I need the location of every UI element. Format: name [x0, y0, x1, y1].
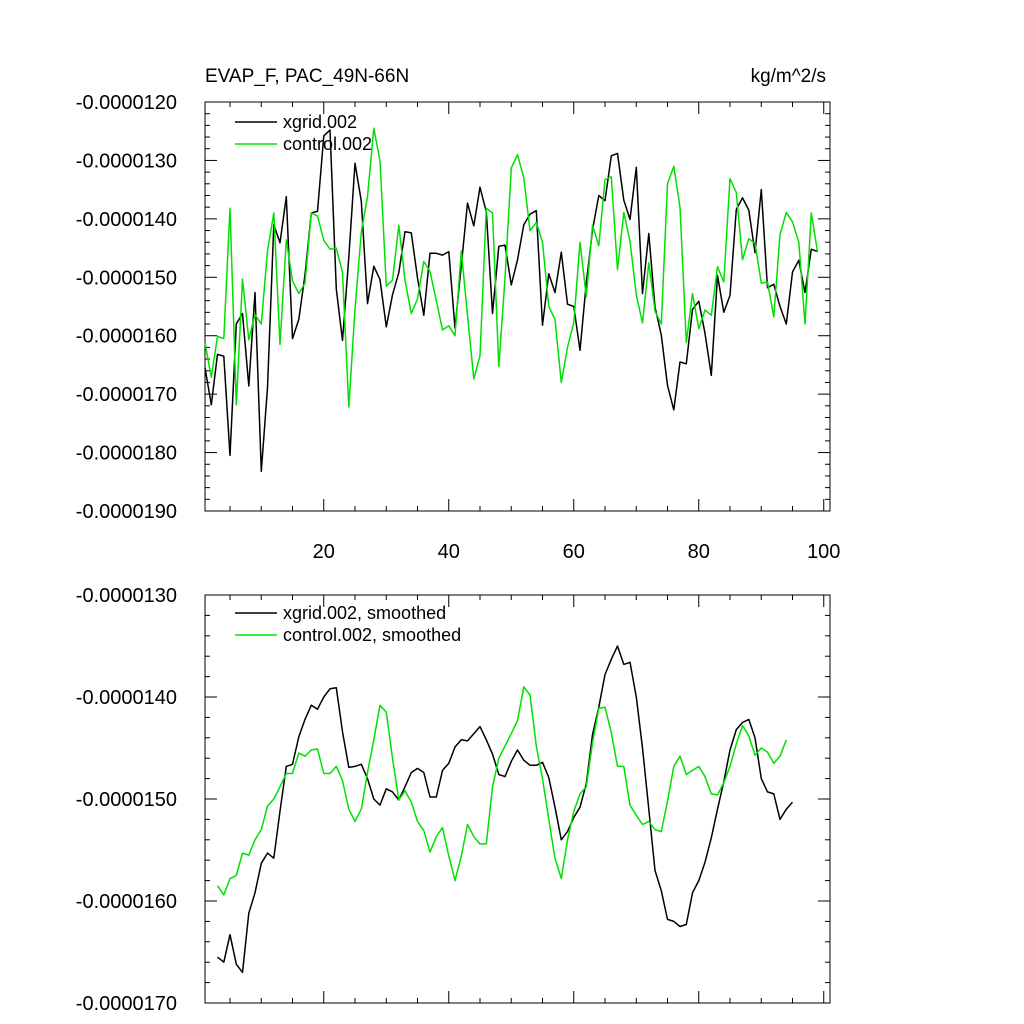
- plot-frame: [204, 594, 831, 1004]
- y-tick-label: -0.0000170: [76, 993, 177, 1015]
- legend-label: xgrid.002, smoothed: [283, 603, 446, 623]
- units-label: kg/m^2/s: [751, 66, 826, 87]
- y-tick-label: -0.0000170: [76, 384, 177, 406]
- plot-frame: [204, 101, 831, 512]
- bottom-panel: -0.0000130 -0.0000140 -0.0000150 -0.0000160…: [76, 585, 831, 1015]
- chart-title: EVAP_F, PAC_49N-66N: [205, 66, 409, 87]
- y-tick-label: -0.0000160: [76, 891, 177, 913]
- top-panel: EVAP_F, PAC_49N-66N kg/m^2/s 20 40 60 80 100…: [76, 66, 841, 563]
- legend-label: xgrid.002: [283, 112, 357, 132]
- y-tick-label: -0.0000180: [76, 443, 177, 465]
- y-tick-label: -0.0000120: [76, 92, 177, 114]
- x-tick-label: 40: [438, 541, 460, 563]
- y-tick-label: -0.0000140: [76, 209, 177, 231]
- x-tick-label: 80: [688, 541, 710, 563]
- x-tick-label: 100: [807, 541, 840, 563]
- y-tick-label: -0.0000150: [76, 267, 177, 289]
- y-tick-label: -0.0000140: [76, 687, 177, 709]
- legend-label: control.002, smoothed: [283, 625, 461, 645]
- y-tick-label: -0.0000190: [76, 501, 177, 523]
- series-line-a: [217, 645, 794, 974]
- y-tick-label: -0.0000150: [76, 789, 177, 811]
- y-tick-label: -0.0000130: [76, 585, 177, 607]
- x-tick-label: 20: [313, 541, 335, 563]
- y-tick-label: -0.0000130: [76, 150, 177, 172]
- series-line-b: [216, 686, 788, 896]
- legend-label: control.002: [283, 134, 372, 154]
- x-tick-label: 60: [563, 541, 585, 563]
- series-line-b: [204, 127, 819, 408]
- y-tick-label: -0.0000160: [76, 326, 177, 348]
